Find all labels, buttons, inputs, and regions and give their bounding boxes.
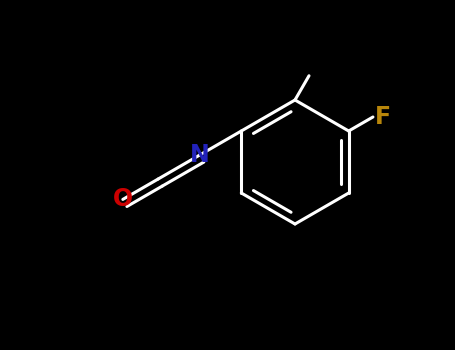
- Text: N: N: [190, 143, 210, 167]
- Text: O: O: [113, 187, 133, 211]
- Text: F: F: [375, 105, 391, 129]
